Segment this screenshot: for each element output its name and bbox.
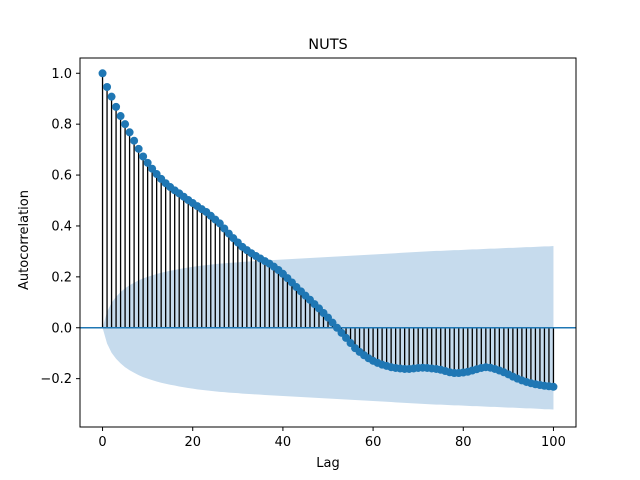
- acf-point: [139, 152, 148, 161]
- x-tick-label: 0: [98, 435, 106, 450]
- x-tick-label: 60: [365, 435, 382, 450]
- acf-point: [143, 158, 152, 167]
- acf-point: [130, 136, 139, 145]
- axes-frame: [79, 57, 577, 428]
- acf-point: [121, 120, 130, 129]
- y-tick-label: 0.4: [51, 219, 72, 234]
- y-tick-label: 0.8: [51, 118, 72, 133]
- acf-point: [107, 92, 116, 101]
- x-tick-label: 40: [275, 435, 292, 450]
- acf-point: [112, 102, 121, 111]
- x-axis-ticks: 0 20 40 60 80 100: [98, 427, 566, 450]
- acf-point: [134, 144, 143, 153]
- y-tick-label: −0.2: [40, 372, 72, 387]
- x-axis-label: Lag: [316, 456, 339, 471]
- y-tick-label: 1.0: [51, 67, 72, 82]
- y-tick-label: 0.2: [51, 270, 72, 285]
- x-tick-label: 20: [184, 435, 201, 450]
- acf-point: [148, 164, 157, 173]
- acf-point: [125, 128, 134, 137]
- chart-title: NUTS: [308, 37, 348, 53]
- plot-area: [80, 69, 576, 410]
- x-tick-label: 80: [455, 435, 472, 450]
- acf-point: [103, 83, 112, 92]
- acf-point: [116, 112, 125, 121]
- y-tick-label: 0.0: [51, 321, 72, 336]
- stem-lines: [101, 73, 555, 387]
- acf-point: [549, 382, 558, 391]
- y-tick-label: 0.6: [51, 169, 72, 184]
- y-axis-label: Autocorrelation: [17, 190, 32, 290]
- x-tick-label: 100: [541, 435, 566, 450]
- y-axis-ticks: −0.2 0.0 0.2 0.4 0.6 0.8 1.0: [40, 67, 80, 387]
- acf-markers: [98, 69, 558, 391]
- acf-point: [98, 69, 107, 78]
